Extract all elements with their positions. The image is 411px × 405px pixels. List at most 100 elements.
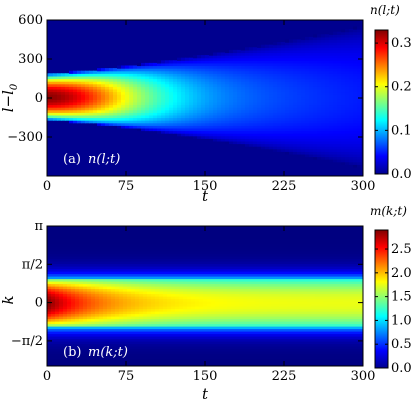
- heatmap-cell: [207, 286, 212, 290]
- heatmap-cell: [83, 328, 88, 332]
- heatmap-cell: [305, 94, 310, 98]
- heatmap-cell: [285, 62, 290, 67]
- heatmap-cell: [143, 356, 148, 360]
- heatmap-cell: [165, 96, 170, 100]
- heatmap-cell: [125, 125, 130, 129]
- heatmap-cell: [209, 83, 214, 87]
- heatmap-cell: [313, 114, 318, 119]
- heatmap-cell: [281, 146, 286, 150]
- heatmap-cell: [179, 256, 184, 260]
- heatmap-cell: [169, 68, 174, 72]
- heatmap-cell: [301, 114, 306, 119]
- heatmap-cell: [143, 288, 148, 292]
- heatmap-cell: [155, 311, 160, 315]
- heatmap-cell: [313, 44, 318, 48]
- heatmap-cell: [221, 133, 226, 137]
- heatmap-cell: [265, 146, 270, 150]
- heatmap-cell: [321, 91, 326, 95]
- heatmap-cell: [153, 88, 158, 93]
- heatmap-cell: [289, 146, 294, 150]
- y-tick-label: −300: [7, 130, 43, 145]
- heatmap-cell: [89, 91, 94, 95]
- heatmap-cell: [115, 298, 120, 302]
- heatmap-cell: [175, 363, 180, 366]
- heatmap-cell: [201, 86, 206, 90]
- heatmap-cell: [207, 231, 212, 235]
- heatmap-cell: [157, 78, 162, 82]
- heatmap-cell: [289, 49, 294, 54]
- heatmap-cell: [341, 120, 346, 124]
- heatmap-cell: [107, 281, 112, 285]
- heatmap-cell: [281, 73, 286, 77]
- heatmap-cell: [147, 271, 152, 275]
- heatmap-cell: [195, 253, 200, 257]
- heatmap-cell: [115, 241, 120, 245]
- heatmap-cell: [99, 266, 104, 270]
- heatmap-cell: [143, 253, 148, 257]
- heatmap-cell: [333, 112, 338, 116]
- heatmap-cell: [325, 39, 330, 43]
- heatmap-cell: [149, 101, 154, 106]
- heatmap-cell: [193, 55, 198, 59]
- heatmap-cell: [297, 57, 302, 61]
- heatmap-cell: [147, 303, 152, 307]
- heatmap-cell: [123, 301, 128, 305]
- heatmap-cell: [75, 346, 80, 350]
- heatmap-cell: [159, 298, 164, 302]
- heatmap-cell: [345, 159, 350, 163]
- heatmap-cell: [209, 78, 214, 82]
- heatmap-cell: [337, 65, 342, 69]
- heatmap-cell: [109, 68, 114, 72]
- heatmap-cell: [67, 336, 72, 340]
- heatmap-cell: [321, 151, 326, 155]
- heatmap-cell: [353, 31, 358, 35]
- heatmap-cell: [205, 114, 210, 119]
- heatmap-cell: [233, 133, 238, 137]
- heatmap-cell: [177, 130, 182, 134]
- heatmap-cell: [345, 75, 350, 80]
- heatmap-cell: [325, 125, 330, 129]
- heatmap-cell: [269, 146, 274, 150]
- heatmap-cell: [73, 88, 78, 93]
- heatmap-cell: [85, 114, 90, 119]
- heatmap-cell: [203, 238, 208, 242]
- heatmap-cell: [71, 323, 76, 327]
- heatmap-cell: [61, 94, 66, 98]
- heatmap-cell: [55, 226, 60, 230]
- heatmap-cell: [201, 109, 206, 113]
- heatmap-cell: [329, 101, 334, 106]
- heatmap-cell: [183, 283, 188, 287]
- heatmap-cell: [135, 311, 140, 315]
- heatmap-cell: [187, 338, 192, 342]
- heatmap-cell: [61, 96, 66, 100]
- heatmap-cell: [105, 109, 110, 113]
- heatmap-cell: [253, 127, 258, 132]
- heatmap-cell: [187, 298, 192, 302]
- heatmap-cell: [173, 101, 178, 106]
- heatmap-cell: [55, 303, 60, 307]
- heatmap-cell: [111, 281, 116, 285]
- heatmap-cell: [325, 117, 330, 121]
- heatmap-cell: [281, 104, 286, 108]
- heatmap-cell: [103, 308, 108, 312]
- heatmap-cell: [59, 236, 64, 240]
- heatmap-cell: [99, 228, 104, 232]
- heatmap-cell: [177, 81, 182, 85]
- heatmap-cell: [305, 60, 310, 64]
- heatmap-cell: [71, 316, 76, 320]
- heatmap-cell: [159, 273, 164, 277]
- heatmap-cell: [103, 313, 108, 317]
- heatmap-cell: [57, 117, 62, 121]
- heatmap-cell: [87, 301, 92, 305]
- heatmap-cell: [301, 52, 306, 56]
- heatmap-cell: [169, 91, 174, 95]
- heatmap-cell: [207, 236, 212, 240]
- heatmap-cell: [217, 91, 222, 95]
- heatmap-cell: [171, 231, 176, 235]
- heatmap-cell: [71, 271, 76, 275]
- heatmap-cell: [157, 73, 162, 77]
- heatmap-cell: [341, 146, 346, 150]
- heatmap-cell: [69, 109, 74, 113]
- heatmap-cell: [135, 356, 140, 360]
- heatmap-cell: [197, 65, 202, 69]
